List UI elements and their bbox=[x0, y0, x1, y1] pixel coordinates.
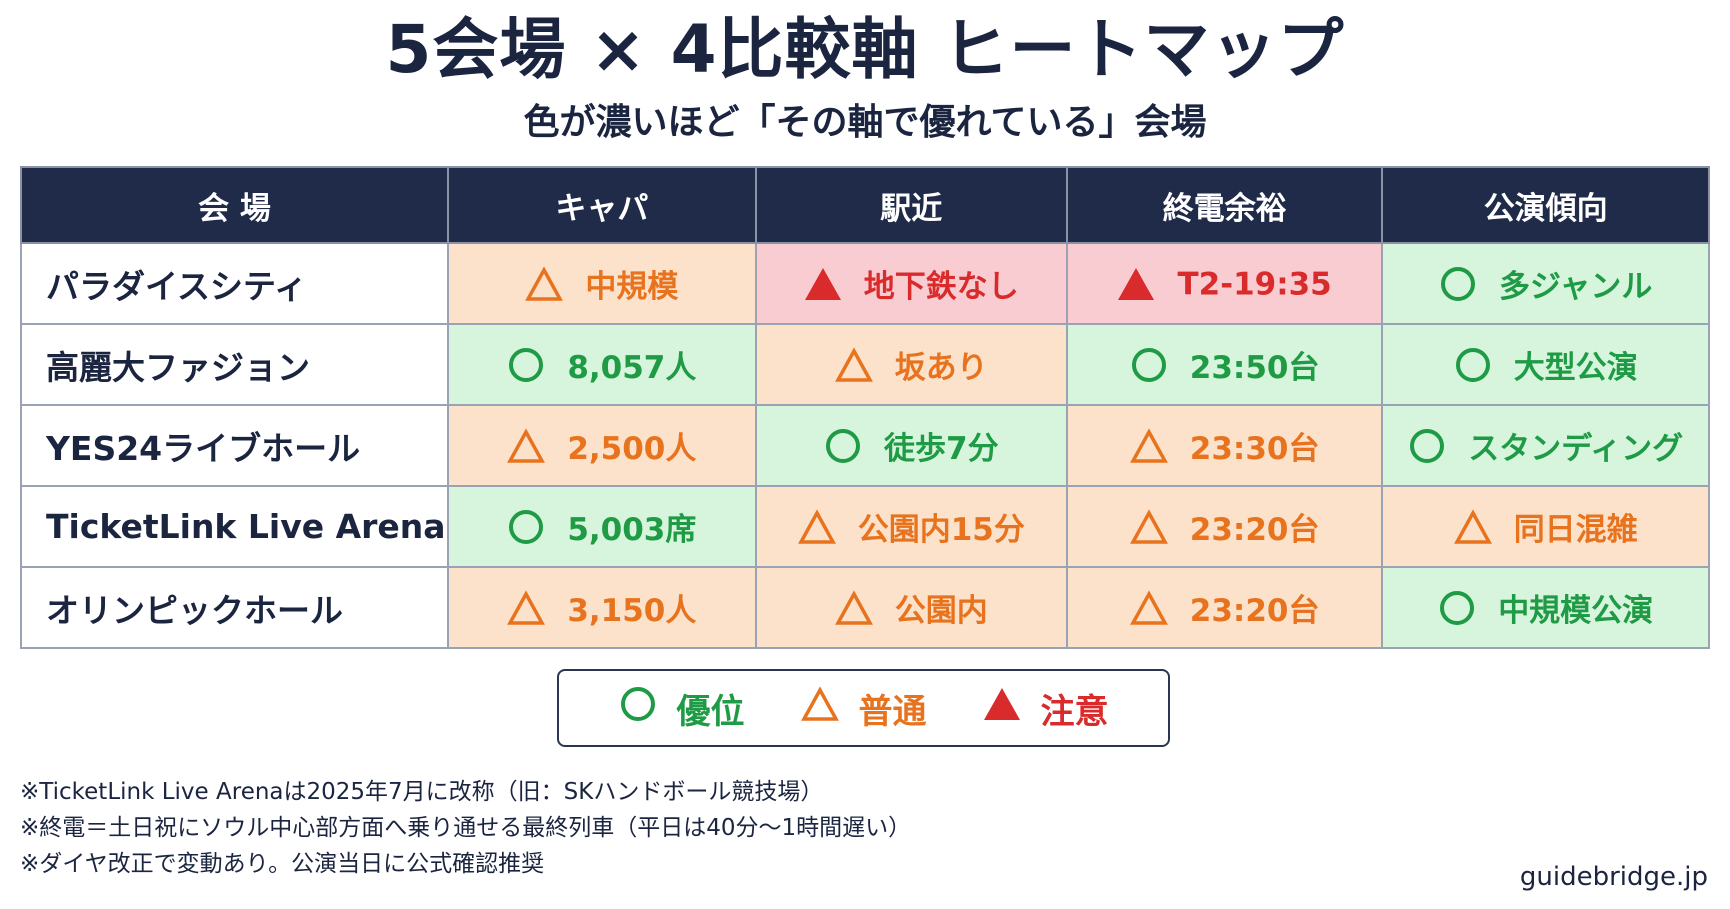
heat-cell: 23:20台 bbox=[1065, 566, 1384, 649]
heat-cell: 3,150人 bbox=[446, 566, 757, 649]
triangle-outline-icon bbox=[525, 265, 564, 302]
heatmap-table: 会 場 キャパ 駅近 終電余裕 公演傾向 パラダイスシティ 中規模 地下鉄なし T2-… bbox=[20, 166, 1710, 649]
triangle-filled-icon bbox=[804, 266, 842, 302]
triangle-outline-icon bbox=[1129, 427, 1168, 464]
footnote: ※TicketLink Live Arenaは2025年7月に改称（旧：SKハン… bbox=[20, 779, 824, 805]
legend-label: 普通 bbox=[858, 691, 927, 732]
venue-name: パラダイスシティ bbox=[20, 242, 449, 325]
venue-name: 高麗大ファジョン bbox=[20, 323, 449, 406]
cell-value: 地下鉄なし bbox=[863, 269, 1019, 305]
triangle-outline-icon bbox=[507, 589, 546, 626]
heat-cell: スタンディング bbox=[1381, 404, 1710, 487]
heat-cell: 地下鉄なし bbox=[754, 242, 1068, 325]
heat-cell: T2-19:35 bbox=[1065, 242, 1384, 325]
legend-label: 優位 bbox=[676, 691, 745, 732]
triangle-filled-icon bbox=[983, 686, 1021, 731]
triangle-outline-icon bbox=[1129, 589, 1168, 626]
table-row: パラダイスシティ 中規模 地下鉄なし T2-19:35 多ジャンル bbox=[20, 242, 1710, 325]
heat-cell: 同日混雑 bbox=[1381, 485, 1710, 568]
table-row: 高麗大ファジョン 8,057人 坂あり 23:50台 大型公演 bbox=[20, 323, 1710, 406]
triangle-outline-icon bbox=[1129, 508, 1168, 545]
circle-outline-icon bbox=[1439, 266, 1477, 302]
circle-outline-icon bbox=[824, 428, 862, 464]
heat-cell: 坂あり bbox=[754, 323, 1068, 406]
cell-value: 同日混雑 bbox=[1513, 512, 1638, 548]
cell-value: スタンディング bbox=[1468, 431, 1684, 467]
cell-value: 大型公演 bbox=[1513, 350, 1638, 386]
venue-name: TicketLink Live Arena bbox=[20, 485, 449, 568]
heat-cell: 徒歩7分 bbox=[754, 404, 1068, 487]
cell-value: 中規模公演 bbox=[1498, 593, 1654, 629]
footnotes: ※TicketLink Live Arenaは2025年7月に改称（旧：SKハン… bbox=[20, 774, 911, 882]
circle-outline-icon bbox=[619, 686, 657, 731]
circle-outline-icon bbox=[1130, 347, 1168, 383]
heat-cell: 中規模公演 bbox=[1381, 566, 1710, 649]
header-station-access: 駅近 bbox=[754, 166, 1068, 244]
header-last-train: 終電余裕 bbox=[1065, 166, 1384, 244]
header-venue: 会 場 bbox=[20, 166, 449, 244]
header-performance-trend: 公演傾向 bbox=[1381, 166, 1710, 244]
triangle-outline-icon bbox=[507, 427, 546, 464]
heat-cell: 23:30台 bbox=[1065, 404, 1384, 487]
legend-item: 普通 bbox=[800, 684, 927, 733]
table-row: YES24ライブホール 2,500人 徒歩7分 23:30台 スタンディング bbox=[20, 404, 1710, 487]
triangle-outline-icon bbox=[834, 589, 873, 626]
triangle-outline-icon bbox=[797, 508, 836, 545]
heat-cell: 2,500人 bbox=[446, 404, 757, 487]
cell-value: 23:20台 bbox=[1189, 512, 1320, 548]
cell-value: 23:20台 bbox=[1189, 593, 1320, 629]
cell-value: 23:30台 bbox=[1189, 431, 1320, 467]
legend-item: 注意 bbox=[983, 684, 1109, 733]
circle-outline-icon bbox=[507, 347, 545, 383]
heat-cell: 公園内15分 bbox=[754, 485, 1068, 568]
legend-label: 注意 bbox=[1040, 691, 1109, 732]
table-row: オリンピックホール 3,150人 公園内 23:20台 中規模公演 bbox=[20, 566, 1710, 649]
triangle-outline-icon bbox=[834, 346, 873, 383]
heat-cell: 8,057人 bbox=[446, 323, 757, 406]
cell-value: 5,003席 bbox=[567, 512, 697, 548]
circle-outline-icon bbox=[1408, 428, 1446, 464]
circle-outline-icon bbox=[1438, 590, 1476, 626]
cell-value: 8,057人 bbox=[567, 350, 697, 386]
table-row: TicketLink Live Arena 5,003席 公園内15分 23:20台 同… bbox=[20, 485, 1710, 568]
legend-item: 優位 bbox=[619, 684, 745, 733]
venue-name: YES24ライブホール bbox=[20, 404, 449, 487]
circle-outline-icon bbox=[507, 509, 545, 545]
cell-value: 坂あり bbox=[894, 350, 988, 386]
cell-value: T2-19:35 bbox=[1177, 266, 1332, 303]
cell-value: 多ジャンル bbox=[1498, 269, 1653, 305]
cell-value: 中規模 bbox=[585, 269, 679, 305]
heat-cell: 大型公演 bbox=[1381, 323, 1710, 406]
footnote: ※ダイヤ改正で変動あり。公演当日に公式確認推奨 bbox=[20, 851, 545, 877]
cell-value: 3,150人 bbox=[567, 593, 697, 629]
triangle-filled-icon bbox=[1117, 266, 1155, 302]
cell-value: 公園内15分 bbox=[857, 512, 1025, 548]
site-credit: guidebridge.jp bbox=[1519, 862, 1708, 892]
circle-outline-icon bbox=[1454, 347, 1492, 383]
legend: 優位 普通 注意 bbox=[557, 669, 1170, 747]
triangle-outline-icon bbox=[800, 685, 839, 731]
cell-value: 公園内 bbox=[894, 593, 988, 629]
page-title: 5会場 × 4比較軸 ヒートマップ bbox=[385, 11, 1345, 88]
header-row: 会 場 キャパ 駅近 終電余裕 公演傾向 bbox=[20, 166, 1710, 244]
cell-value: 徒歩7分 bbox=[884, 431, 999, 467]
heat-cell: 23:50台 bbox=[1065, 323, 1384, 406]
triangle-outline-icon bbox=[1453, 508, 1492, 545]
venue-name: オリンピックホール bbox=[20, 566, 449, 649]
cell-value: 2,500人 bbox=[567, 431, 697, 467]
page-subtitle: 色が濃いほど「その軸で優れている」会場 bbox=[523, 102, 1207, 143]
heat-cell: 公園内 bbox=[754, 566, 1068, 649]
heat-cell: 多ジャンル bbox=[1381, 242, 1710, 325]
heat-cell: 23:20台 bbox=[1065, 485, 1384, 568]
heat-cell: 5,003席 bbox=[446, 485, 757, 568]
cell-value: 23:50台 bbox=[1189, 350, 1320, 386]
heat-cell: 中規模 bbox=[446, 242, 757, 325]
footnote: ※終電＝土日祝にソウル中心部方面へ乗り通せる最終列車（平日は40分〜1時間遅い） bbox=[20, 815, 912, 841]
header-capacity: キャパ bbox=[446, 166, 757, 244]
